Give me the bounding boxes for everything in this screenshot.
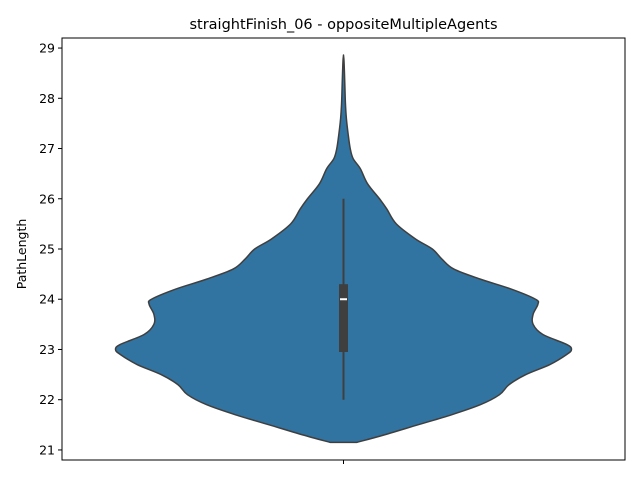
y-tick-label: 24: [39, 292, 55, 307]
chart-title: straightFinish_06 - oppositeMultipleAgen…: [189, 17, 497, 33]
plot-frame: [61, 37, 626, 461]
y-tick-label: 27: [39, 141, 55, 156]
y-tick-label: 25: [39, 242, 55, 257]
y-axis: 21 22 23 24 25 26 27 28 29: [39, 41, 62, 457]
y-axis-label: PathLength: [14, 219, 29, 290]
y-tick-label: 23: [39, 342, 55, 357]
y-tick-label: 28: [39, 91, 55, 106]
plot-area: [114, 54, 573, 444]
y-tick-label: 21: [39, 442, 55, 457]
y-tick-label: 29: [39, 41, 55, 56]
violin-iqr-box: [339, 284, 348, 352]
y-tick-label: 22: [39, 392, 55, 407]
y-tick-label: 26: [39, 191, 55, 206]
